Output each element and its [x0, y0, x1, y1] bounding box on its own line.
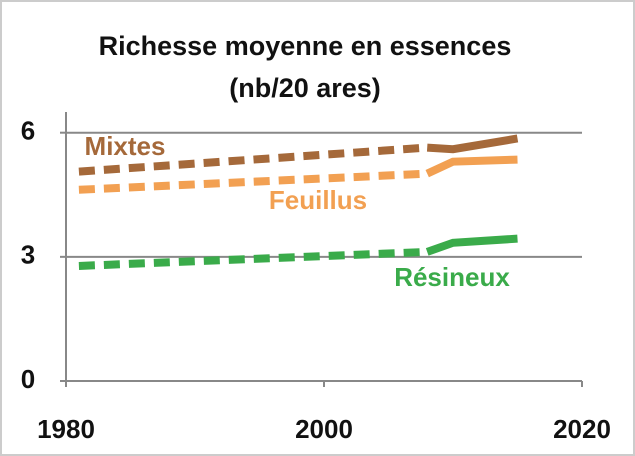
x-tick-label: 2020 [553, 414, 611, 444]
series-label: Feuillus [269, 185, 367, 215]
chart-title: Richesse moyenne en essences [99, 31, 512, 61]
x-tick-label: 2000 [295, 414, 353, 444]
series-line [78, 247, 428, 270]
series-label: Résineux [394, 262, 510, 292]
series-line [426, 134, 519, 154]
series-line [78, 143, 428, 176]
y-tick-label: 3 [21, 240, 35, 270]
series-label: Mixtes [85, 131, 166, 161]
chart-subtitle: (nb/20 ares) [229, 73, 381, 103]
series-line [78, 169, 428, 194]
y-tick-label: 6 [21, 116, 35, 146]
y-tick-label: 0 [21, 364, 35, 394]
x-tick-label: 1980 [37, 414, 95, 444]
series-line [425, 155, 518, 178]
series-line [425, 234, 518, 256]
